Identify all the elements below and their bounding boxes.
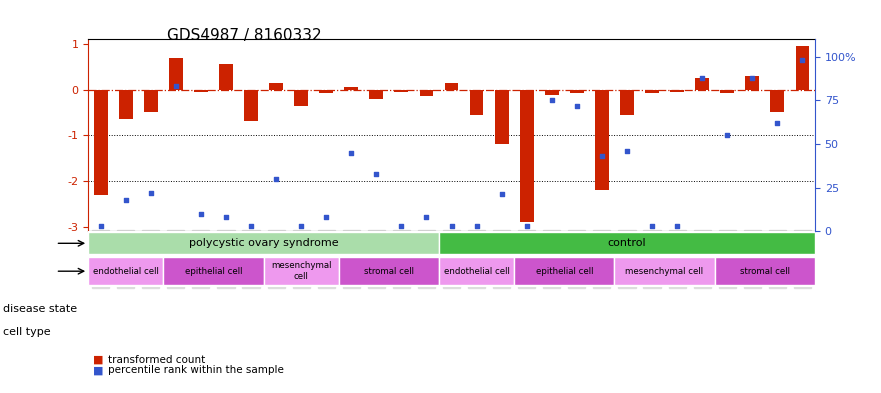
Bar: [369, 90, 383, 99]
Bar: [319, 90, 333, 93]
Point: [119, 196, 133, 203]
Text: stromal cell: stromal cell: [740, 267, 789, 276]
Bar: [595, 90, 609, 190]
Bar: [294, 90, 308, 105]
Point: [770, 120, 784, 126]
Point: [319, 214, 333, 220]
Point: [144, 189, 158, 196]
Text: disease state: disease state: [3, 303, 77, 314]
Text: GDS4987 / 8160332: GDS4987 / 8160332: [167, 28, 322, 42]
Point: [470, 223, 484, 229]
Point: [194, 211, 208, 217]
Text: control: control: [608, 238, 647, 248]
Point: [645, 223, 659, 229]
Point: [570, 103, 584, 109]
Bar: [495, 90, 508, 144]
Bar: [620, 90, 633, 115]
Bar: [695, 78, 709, 90]
Point: [520, 223, 534, 229]
Bar: [395, 90, 408, 92]
Bar: [570, 90, 584, 93]
Point: [369, 171, 383, 177]
Point: [169, 83, 183, 90]
Text: epithelial cell: epithelial cell: [536, 267, 593, 276]
Point: [796, 57, 810, 63]
Text: stromal cell: stromal cell: [364, 267, 414, 276]
Text: percentile rank within the sample: percentile rank within the sample: [108, 365, 285, 375]
Bar: [721, 90, 734, 93]
Point: [244, 223, 258, 229]
Bar: [244, 90, 258, 121]
Bar: [714, 257, 815, 285]
Bar: [119, 90, 132, 119]
Bar: [439, 232, 815, 254]
Bar: [219, 64, 233, 90]
Text: ■: ■: [93, 365, 103, 375]
Point: [218, 214, 233, 220]
Bar: [419, 90, 433, 96]
Point: [269, 176, 283, 182]
Text: polycystic ovary syndrome: polycystic ovary syndrome: [189, 238, 338, 248]
Text: epithelial cell: epithelial cell: [185, 267, 242, 276]
Bar: [796, 46, 810, 90]
Bar: [544, 90, 559, 95]
Bar: [169, 57, 182, 90]
Bar: [745, 76, 759, 90]
Point: [395, 223, 409, 229]
Bar: [670, 90, 684, 92]
Bar: [88, 232, 439, 254]
Point: [595, 153, 609, 159]
Bar: [470, 90, 484, 115]
Text: endothelial cell: endothelial cell: [444, 267, 509, 276]
Point: [620, 148, 634, 154]
Point: [419, 214, 433, 220]
Bar: [515, 257, 614, 285]
Bar: [520, 90, 534, 222]
Bar: [163, 257, 263, 285]
Bar: [645, 90, 659, 93]
Bar: [614, 257, 714, 285]
Point: [670, 223, 685, 229]
Text: mesenchymal
cell: mesenchymal cell: [270, 261, 331, 281]
Point: [745, 75, 759, 81]
Bar: [194, 90, 208, 92]
Bar: [338, 257, 439, 285]
Bar: [144, 90, 158, 112]
Point: [445, 223, 459, 229]
Bar: [270, 83, 283, 90]
Point: [294, 223, 308, 229]
Bar: [344, 87, 359, 90]
Point: [93, 223, 107, 229]
Bar: [93, 90, 107, 195]
Point: [720, 132, 734, 138]
Bar: [445, 83, 458, 90]
Point: [544, 97, 559, 103]
Bar: [439, 257, 515, 285]
Bar: [88, 257, 163, 285]
Text: ■: ■: [93, 354, 103, 365]
Point: [695, 75, 709, 81]
Bar: [263, 257, 338, 285]
Text: mesenchymal cell: mesenchymal cell: [626, 267, 704, 276]
Bar: [771, 90, 784, 112]
Text: endothelial cell: endothelial cell: [93, 267, 159, 276]
Point: [494, 191, 508, 198]
Text: transformed count: transformed count: [108, 354, 205, 365]
Text: cell type: cell type: [3, 327, 50, 337]
Point: [344, 149, 359, 156]
